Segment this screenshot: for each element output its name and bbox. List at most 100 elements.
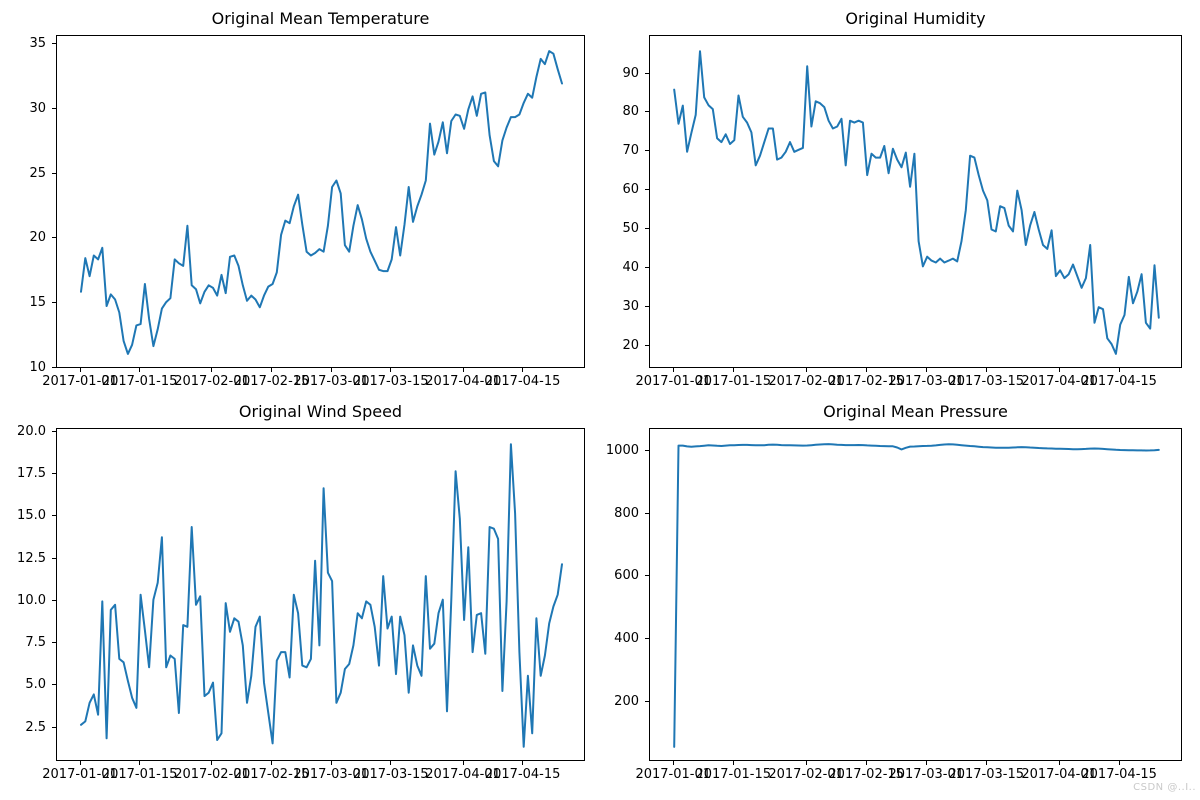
x-tick-label: 2017-03-15 <box>352 374 429 389</box>
x-tick-mark <box>985 368 987 372</box>
x-tick-mark <box>79 368 81 372</box>
x-tick-mark <box>330 761 332 765</box>
x-tick-mark <box>805 368 807 372</box>
y-tick-mark <box>645 111 649 113</box>
x-tick-label: 2017-02-15 <box>828 767 904 782</box>
chart-title-humidity: Original Humidity <box>845 9 986 28</box>
wind-speed-line-plot <box>80 443 563 748</box>
y-tick-mark <box>645 305 649 307</box>
x-tick-label: 2017-03-15 <box>352 767 429 782</box>
y-tick-label: 80 <box>622 104 639 120</box>
x-tick-mark <box>925 368 927 372</box>
x-tick-mark <box>522 761 524 765</box>
x-tick-label: 2017-02-15 <box>233 767 310 782</box>
y-tick-label: 15.0 <box>17 508 46 524</box>
x-tick-mark <box>211 761 213 765</box>
y-tick-mark <box>645 638 649 640</box>
plot-area-mean-temperature <box>56 35 585 368</box>
x-tick-mark <box>865 761 867 765</box>
x-tick-mark <box>985 761 987 765</box>
y-tick-mark <box>52 473 56 475</box>
y-tick-label: 70 <box>622 143 639 159</box>
x-tick-label: 2017-04-15 <box>1081 767 1157 782</box>
y-tick-mark <box>645 72 649 74</box>
x-tick-mark <box>865 368 867 372</box>
x-tick-label: 2017-01-15 <box>101 767 178 782</box>
y-tick-label: 10.0 <box>17 592 46 608</box>
mean-temperature-line-plot <box>80 50 563 355</box>
y-tick-label: 15 <box>29 294 46 310</box>
y-tick-label: 5.0 <box>25 677 46 693</box>
y-tick-mark <box>52 366 56 368</box>
y-tick-label: 60 <box>622 182 639 198</box>
x-tick-label: 2017-04-15 <box>484 767 561 782</box>
x-tick-mark <box>271 368 273 372</box>
y-tick-mark <box>52 107 56 109</box>
y-tick-label: 20 <box>29 230 46 246</box>
y-tick-label: 800 <box>614 505 639 521</box>
y-tick-mark <box>52 172 56 174</box>
y-tick-label: 35 <box>29 36 46 52</box>
y-tick-mark <box>645 189 649 191</box>
x-tick-label: 2017-03-01 <box>888 374 964 389</box>
chart-title-mean-temperature: Original Mean Temperature <box>211 9 430 28</box>
x-tick-label: 2017-03-15 <box>948 767 1025 782</box>
y-tick-mark <box>52 599 56 601</box>
x-tick-label: 2017-03-01 <box>888 767 964 782</box>
x-tick-mark <box>805 761 807 765</box>
x-tick-mark <box>79 761 81 765</box>
x-tick-label: 2017-02-15 <box>828 374 904 389</box>
x-tick-label: 2017-01-01 <box>635 767 711 782</box>
x-tick-label: 2017-01-15 <box>695 767 772 782</box>
x-tick-label: 2017-04-01 <box>1021 767 1097 782</box>
y-tick-mark <box>645 344 649 346</box>
y-tick-label: 30 <box>29 100 46 116</box>
x-tick-label: 2017-04-15 <box>484 374 561 389</box>
y-tick-label: 40 <box>622 259 639 275</box>
y-tick-label: 1000 <box>605 442 639 458</box>
x-tick-mark <box>732 761 734 765</box>
x-tick-label: 2017-03-15 <box>948 374 1025 389</box>
chart-title-mean-pressure: Original Mean Pressure <box>823 402 1008 421</box>
humidity-line-plot <box>673 50 1160 355</box>
y-tick-label: 400 <box>614 631 639 647</box>
watermark: CSDN @..I.. <box>1133 782 1196 793</box>
wind-speed-series <box>80 443 563 748</box>
plot-area-mean-pressure <box>649 428 1182 761</box>
y-tick-label: 50 <box>622 221 639 236</box>
y-tick-mark <box>645 266 649 268</box>
y-tick-label: 30 <box>622 298 639 314</box>
y-tick-label: 20.0 <box>17 423 46 439</box>
y-tick-label: 20 <box>622 337 639 353</box>
x-tick-mark <box>1118 761 1120 765</box>
x-tick-label: 2017-01-15 <box>695 374 772 389</box>
x-tick-mark <box>925 761 927 765</box>
x-tick-mark <box>462 368 464 372</box>
x-tick-mark <box>522 368 524 372</box>
x-tick-label: 2017-04-15 <box>1081 374 1157 389</box>
x-tick-mark <box>672 368 674 372</box>
y-tick-mark <box>645 150 649 152</box>
x-tick-mark <box>390 761 392 765</box>
plot-area-wind-speed <box>56 428 585 761</box>
y-tick-label: 12.5 <box>17 550 46 566</box>
y-tick-mark <box>645 449 649 451</box>
y-tick-label: 2.5 <box>25 719 46 735</box>
y-tick-mark <box>52 515 56 517</box>
x-tick-label: 2017-01-01 <box>42 374 118 389</box>
x-tick-label: 2017-01-01 <box>635 374 711 389</box>
x-tick-mark <box>732 368 734 372</box>
y-tick-mark <box>52 43 56 45</box>
x-tick-label: 2017-01-15 <box>101 374 178 389</box>
y-tick-mark <box>52 237 56 239</box>
y-tick-mark <box>52 642 56 644</box>
x-tick-label: 2017-04-01 <box>425 374 501 389</box>
y-tick-label: 25 <box>29 165 46 181</box>
y-tick-label: 17.5 <box>17 466 46 482</box>
x-tick-label: 2017-02-01 <box>174 767 250 782</box>
y-tick-mark <box>52 726 56 728</box>
x-tick-mark <box>139 761 141 765</box>
x-tick-mark <box>1058 368 1060 372</box>
y-tick-label: 200 <box>614 694 639 710</box>
